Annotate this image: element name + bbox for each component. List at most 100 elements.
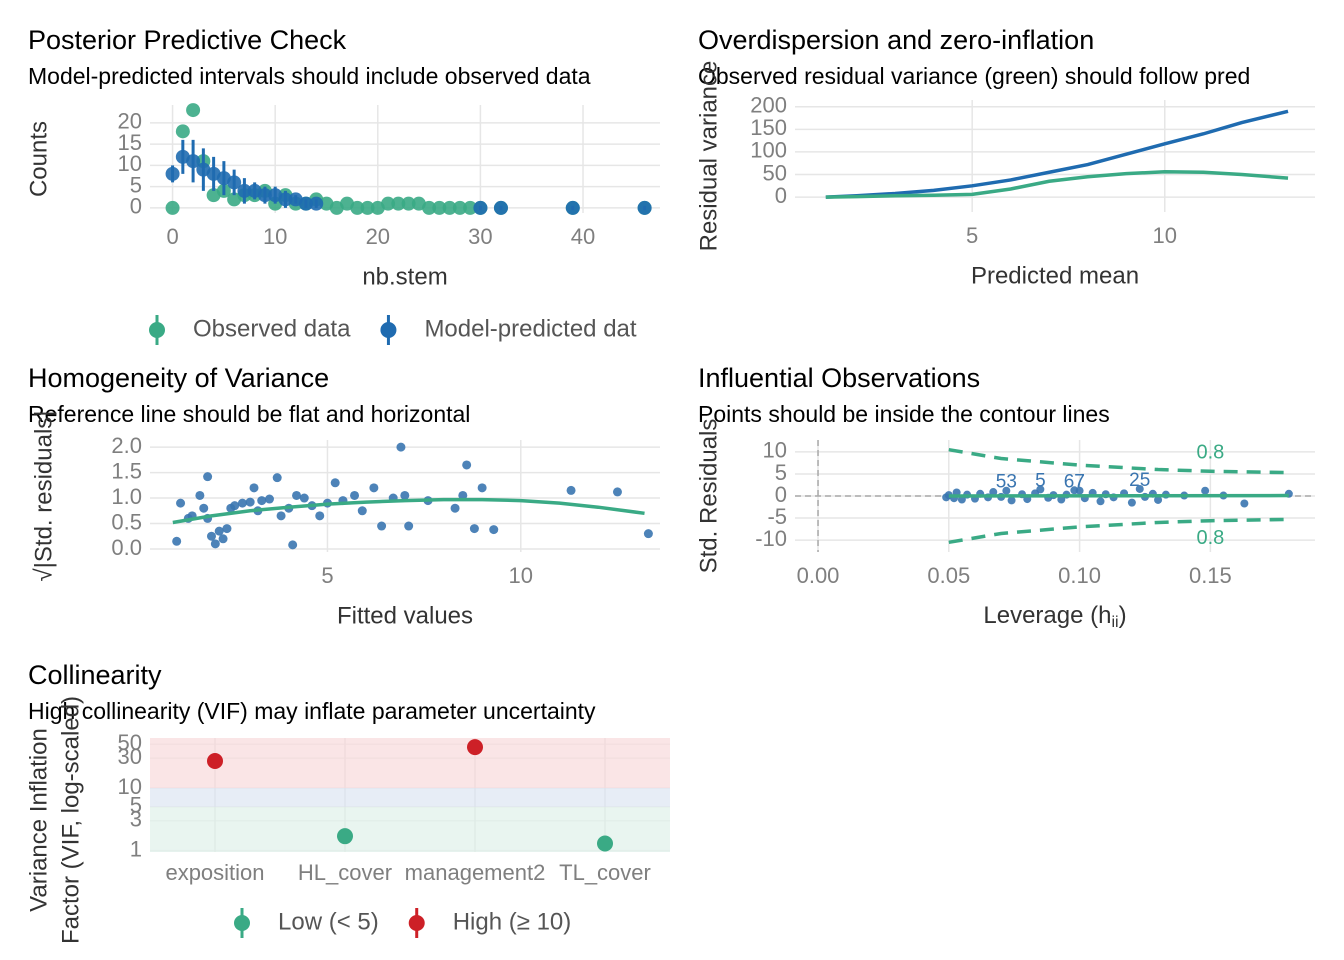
legend-key [408,915,425,931]
y-axis-label: Std. Residuals [695,419,722,574]
data-point [1135,484,1144,493]
data-point [463,200,478,215]
chart-subtitle: High collinearity (VIF) may inflate para… [28,698,596,724]
data-point [237,498,247,508]
data-point [369,483,379,493]
y-tick-label: 200 [750,93,787,118]
y-tick-label: 50 [763,160,787,185]
y-axis-label: Counts [25,121,52,197]
data-point [432,200,447,215]
data-point [218,534,228,544]
data-point [257,496,267,506]
data-point [278,192,293,207]
x-tick-label: 0.00 [797,563,840,588]
point-label: 5 [1035,470,1046,491]
data-point [391,196,406,211]
y-tick-label: 0 [130,194,142,219]
y-tick-label: 3 [130,807,142,832]
x-tick-label: management2 [405,860,546,885]
trend-line [172,497,645,525]
data-point [186,154,201,169]
x-tick-label: 0.05 [927,563,970,588]
chart-title: Collinearity [28,660,162,690]
y-tick-label: 1.5 [111,458,142,483]
x-tick-label: 10 [509,563,533,588]
data-point [172,536,182,546]
data-point [381,196,396,211]
data-point [330,478,340,488]
y-tick-label: 10 [118,151,142,176]
x-tick-label: TL_cover [559,860,651,885]
y-tick-label: 10 [763,438,787,463]
point-label: 53 [996,472,1017,493]
data-point [1036,485,1045,494]
data-point [452,200,467,215]
trend-line [825,109,1289,199]
x-axis-label: Predicted mean [971,262,1139,289]
data-point [222,524,232,534]
x-tick-label: exposition [165,860,264,885]
x-tick-label: 0 [166,224,178,249]
x-tick-label: 0.10 [1058,563,1101,588]
data-point [299,493,309,503]
data-point [272,473,282,483]
threshold-band [150,806,670,852]
data-point [195,490,205,500]
x-tick-label: 30 [468,224,492,249]
y-tick-label: 0 [775,482,787,507]
data-point [1127,498,1136,507]
data-point [199,503,209,513]
x-tick-label: HL_cover [298,860,392,885]
chart-subtitle: Model-predicted intervals should include… [28,63,591,89]
chart-title: Influential Observations [698,363,980,393]
data-point [404,521,414,531]
data-point [477,483,487,493]
y-tick-label: 100 [750,138,787,163]
x-tick-label: 20 [366,224,390,249]
x-axis-label: Leverage (hii) [983,602,1126,631]
data-point [565,200,580,215]
vif-point [337,828,353,845]
data-point [1007,496,1016,505]
data-point [1240,499,1249,508]
data-point [186,103,201,118]
data-point [203,472,213,482]
contour-line [948,447,1289,475]
data-point [249,483,259,493]
legend-key [149,322,165,338]
data-point [493,200,508,215]
chart-subtitle: Points should be inside the contour line… [698,401,1110,427]
data-point [422,200,437,215]
data-point [237,183,252,198]
y-tick-label: 50 [118,730,142,755]
legend-label: Model-predicted dat [424,315,636,342]
y-axis-label: Factor (VIF, log-scaled) [57,696,84,944]
y-tick-label: 150 [750,115,787,140]
data-point [214,526,224,536]
data-point [257,188,272,203]
x-axis-label-text: Leverage (h [983,602,1111,629]
data-point [350,490,360,500]
data-point [298,196,313,211]
data-point [288,540,298,550]
y-tick-label: 1.0 [111,484,142,509]
y-tick-label: -5 [767,504,787,529]
legend-label: Low (< 5) [278,908,379,935]
y-tick-label: 5 [130,172,142,197]
data-point [377,521,387,531]
data-point [450,503,460,513]
legend-label: Observed data [193,315,351,342]
threshold-band [150,738,670,789]
data-point [400,490,410,500]
x-axis-label: Fitted values [337,602,473,629]
x-axis-label-suffix: ) [1119,602,1127,629]
data-point [489,525,499,535]
vif-point [207,753,223,770]
x-tick-label: 40 [571,224,595,249]
y-tick-label: 0 [775,183,787,208]
y-tick-label: 10 [118,774,142,799]
data-point [264,494,274,504]
x-tick-label: 5 [966,223,978,248]
chart-title: Homogeneity of Variance [28,363,329,393]
